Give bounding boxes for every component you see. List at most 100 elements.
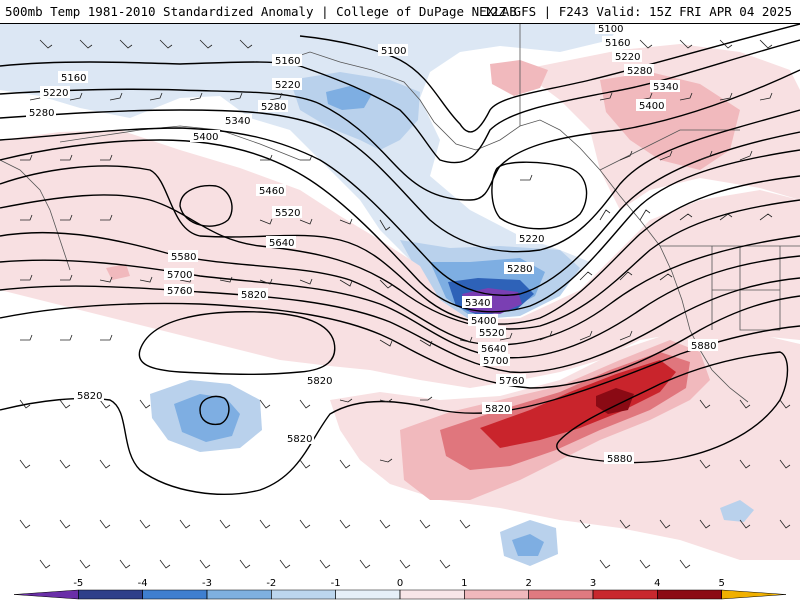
map-svg: 5100 5100 5160 5160 5160 5220 5220 5220 … — [0, 24, 800, 576]
contour-label: 5400 — [639, 101, 664, 112]
contour-5340 — [0, 127, 800, 296]
cold-anomaly-ak-strong — [326, 86, 372, 110]
wind-barb — [20, 150, 753, 181]
contour-5280 — [0, 109, 800, 253]
label-bg — [164, 268, 194, 280]
warm-anomaly-pacific-core — [596, 388, 634, 414]
contour-label: 5700 — [483, 356, 508, 367]
cold-anomaly-south-mid — [512, 534, 544, 556]
map-title: 500mb Temp 1981-2010 Standardized Anomal… — [5, 4, 517, 19]
colorbar-tick-label: -2 — [266, 578, 276, 589]
colorbar-band — [271, 589, 336, 600]
contour-label: 5340 — [225, 116, 250, 127]
wind-barb — [20, 209, 773, 231]
contour-label: 5400 — [471, 316, 496, 327]
contour-label: 5280 — [507, 264, 532, 275]
aleutian-chain — [59, 125, 301, 161]
label-bg — [482, 402, 512, 414]
contour-5640 — [0, 255, 800, 359]
colorbar-band — [13, 589, 79, 600]
colorbar-band — [206, 589, 272, 600]
label-bg — [650, 80, 680, 92]
contour-label: 5700 — [167, 270, 192, 281]
contour-5460-closed — [179, 184, 233, 227]
contour-labels: 5100 5100 5160 5160 5160 5220 5220 5220 … — [26, 24, 718, 465]
label-bg — [238, 288, 268, 300]
contour-label: 5160 — [61, 73, 86, 84]
contour-5580 — [0, 231, 800, 346]
contour-label: 5760 — [499, 376, 524, 387]
colorbar-band — [399, 589, 465, 600]
label-bg — [256, 184, 286, 196]
contour-label: 5520 — [275, 208, 300, 219]
label-bg — [604, 452, 634, 464]
label-bg — [612, 50, 642, 62]
label-bg — [272, 54, 302, 66]
warm-anomaly-small-west — [106, 264, 130, 280]
contour-5160 — [0, 39, 800, 164]
contour-label: 5640 — [481, 344, 506, 355]
label-bg — [602, 36, 632, 48]
colorbar-tick-label: 1 — [461, 578, 467, 589]
contour-5820-closed — [138, 311, 336, 375]
label-bg — [266, 236, 296, 248]
contour-5220-closed — [491, 161, 588, 230]
colorbar-tick-label: 4 — [654, 578, 660, 589]
label-bg — [624, 64, 654, 76]
state-border-1 — [711, 246, 781, 331]
contour-5460 — [0, 165, 800, 325]
wind-barb — [19, 396, 791, 409]
label-bg — [58, 71, 88, 83]
alaska-coast — [285, 51, 661, 247]
contour-label: 5520 — [479, 328, 504, 339]
wind-barb — [39, 559, 691, 569]
label-bg — [595, 24, 623, 34]
colorbar-band — [464, 589, 529, 600]
contour-5820 — [0, 325, 800, 495]
colorbar-band — [528, 589, 594, 600]
contour-label: 5580 — [171, 252, 196, 263]
warm-anomaly-ak-mid — [490, 60, 548, 96]
label-bg — [378, 44, 408, 56]
colorbar-tick-label: -5 — [73, 578, 83, 589]
wind-barb — [19, 458, 791, 469]
wind-barb — [39, 39, 773, 49]
colorbar-ticks: -5 -4 -3 -2 -1 0 1 2 3 4 5 — [73, 578, 725, 599]
label-bg — [516, 232, 546, 244]
colorbar-band — [335, 589, 401, 600]
label-bg — [284, 432, 314, 444]
label-bg — [272, 206, 302, 218]
contour-label: 5220 — [519, 234, 544, 245]
colorbar-tick-label: 3 — [590, 578, 596, 589]
contour-5760 — [0, 295, 800, 389]
label-bg — [74, 389, 104, 401]
anomaly-map: 5100 5100 5160 5160 5160 5220 5220 5220 … — [0, 24, 800, 576]
title-bar: 500mb Temp 1981-2010 Standardized Anomal… — [0, 0, 800, 24]
label-bg — [468, 314, 498, 326]
colorbar-tick-label: 2 — [525, 578, 531, 589]
contour-label: 5880 — [607, 454, 632, 465]
label-bg — [504, 262, 534, 274]
contour-5520 — [0, 194, 800, 330]
contour-label: 5340 — [653, 82, 678, 93]
label-bg — [258, 100, 288, 112]
contour-label: 5280 — [627, 66, 652, 77]
wind-barb — [20, 271, 673, 289]
label-bg — [272, 78, 302, 90]
contour-label: 5820 — [287, 434, 312, 445]
wind-barbs — [19, 39, 791, 569]
contour-label: 5760 — [167, 286, 192, 297]
colorbar-tick-label: -3 — [202, 578, 212, 589]
warm-anomaly-west — [0, 130, 800, 388]
warm-anomaly-pacific-deep — [480, 360, 676, 448]
contour-label: 5100 — [381, 46, 406, 57]
contour-label: 5640 — [269, 238, 294, 249]
contour-5220 — [0, 69, 800, 201]
label-bg — [40, 86, 70, 98]
contour-label: 5460 — [259, 186, 284, 197]
contour-5700 — [0, 277, 800, 374]
contour-label: 5400 — [193, 132, 218, 143]
cold-anomaly-gulf — [290, 72, 420, 150]
label-bg — [26, 106, 56, 118]
contour-label: 5820 — [241, 290, 266, 301]
